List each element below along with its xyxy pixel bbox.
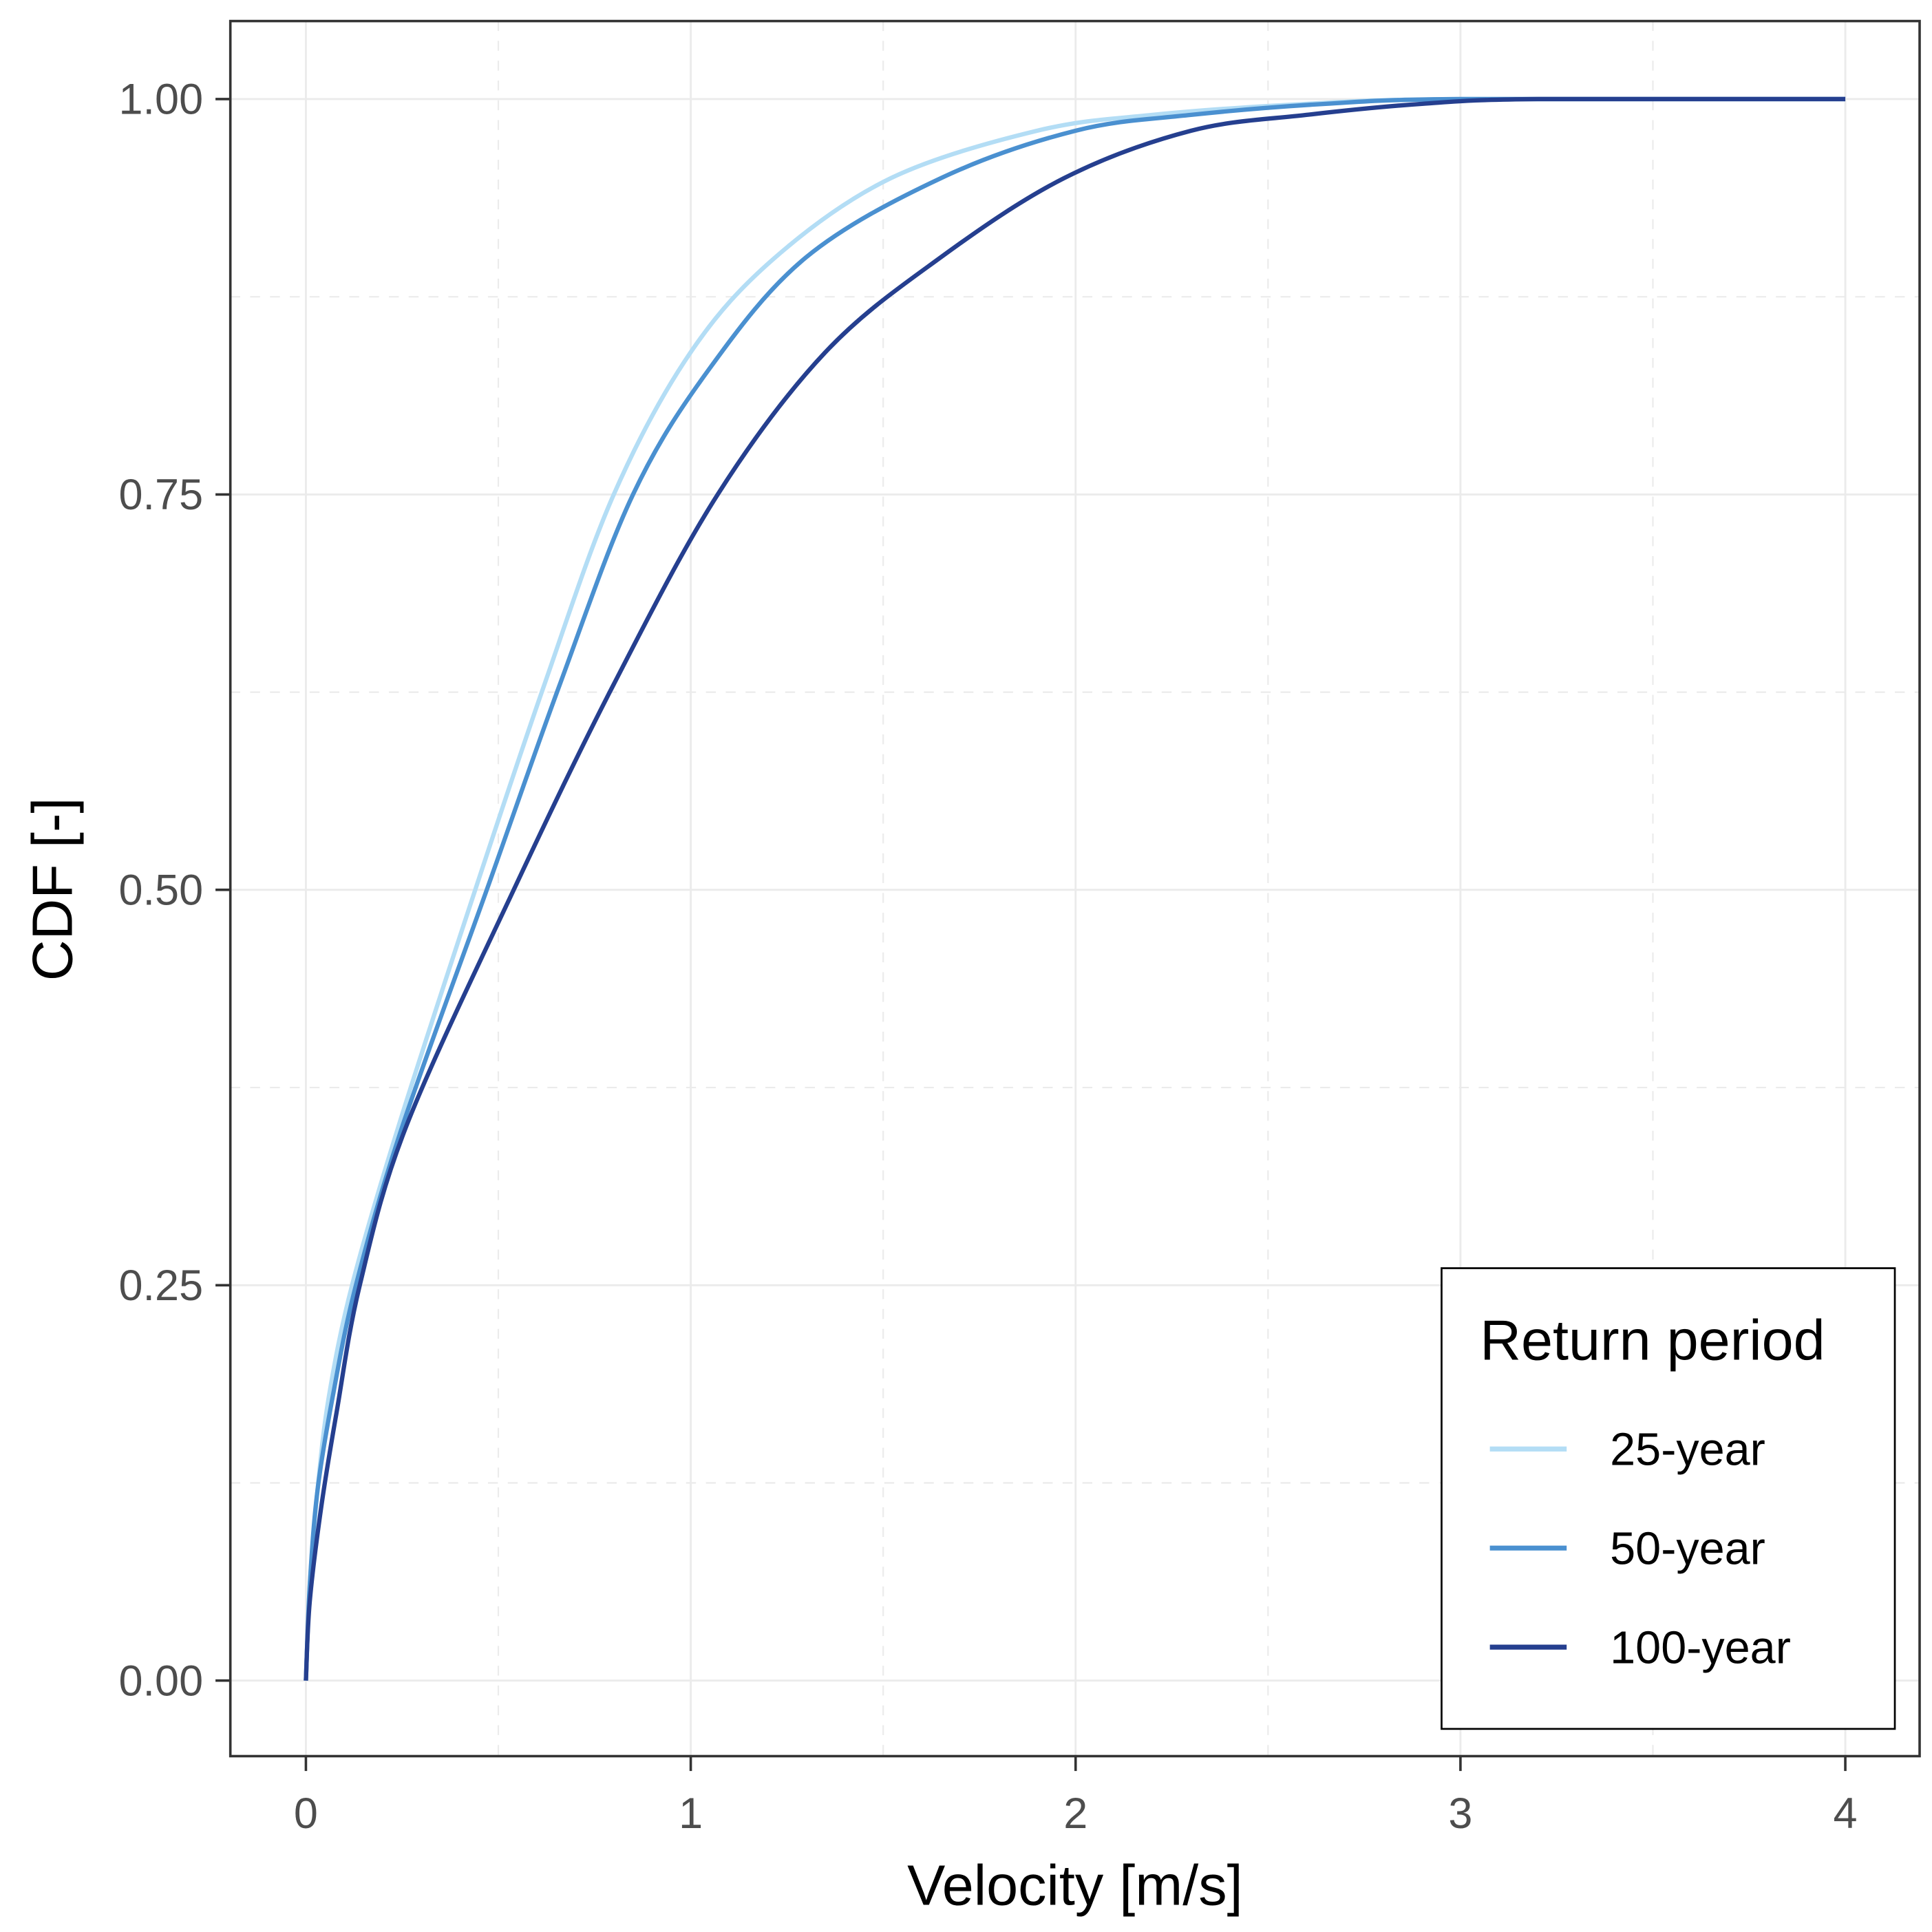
series-lines bbox=[304, 96, 1846, 1681]
legend-title: Return period bbox=[1480, 1308, 1825, 1372]
grid bbox=[230, 21, 1920, 1756]
y-tick-label: 0.50 bbox=[119, 866, 204, 914]
y-tick-label: 1.00 bbox=[119, 76, 204, 124]
axis-ticks: 0 1 2 3 4 0.00 0.25 0.50 0.75 1.00 bbox=[119, 76, 1858, 1838]
x-axis-title: Velocity [m/s] bbox=[907, 1853, 1243, 1917]
y-tick-label: 0.00 bbox=[119, 1657, 204, 1705]
series-line-100-year bbox=[304, 96, 1846, 1681]
x-tick-label: 0 bbox=[294, 1790, 318, 1838]
legend-label: 25-year bbox=[1610, 1425, 1765, 1476]
y-tick-label: 0.25 bbox=[119, 1262, 204, 1310]
x-tick-label: 2 bbox=[1063, 1790, 1087, 1838]
legend: Return period 25-year 50-year 100-year bbox=[1441, 1267, 1896, 1730]
x-tick-label: 1 bbox=[679, 1790, 703, 1838]
y-axis-title: CDF [-] bbox=[20, 798, 84, 981]
x-tick-label: 4 bbox=[1834, 1790, 1858, 1838]
legend-box bbox=[1441, 1267, 1896, 1730]
legend-label: 100-year bbox=[1610, 1623, 1791, 1674]
y-tick-label: 0.75 bbox=[119, 471, 204, 519]
legend-label: 50-year bbox=[1610, 1524, 1765, 1575]
series-line-50-year bbox=[304, 96, 1846, 1681]
x-tick-label: 3 bbox=[1448, 1790, 1472, 1838]
